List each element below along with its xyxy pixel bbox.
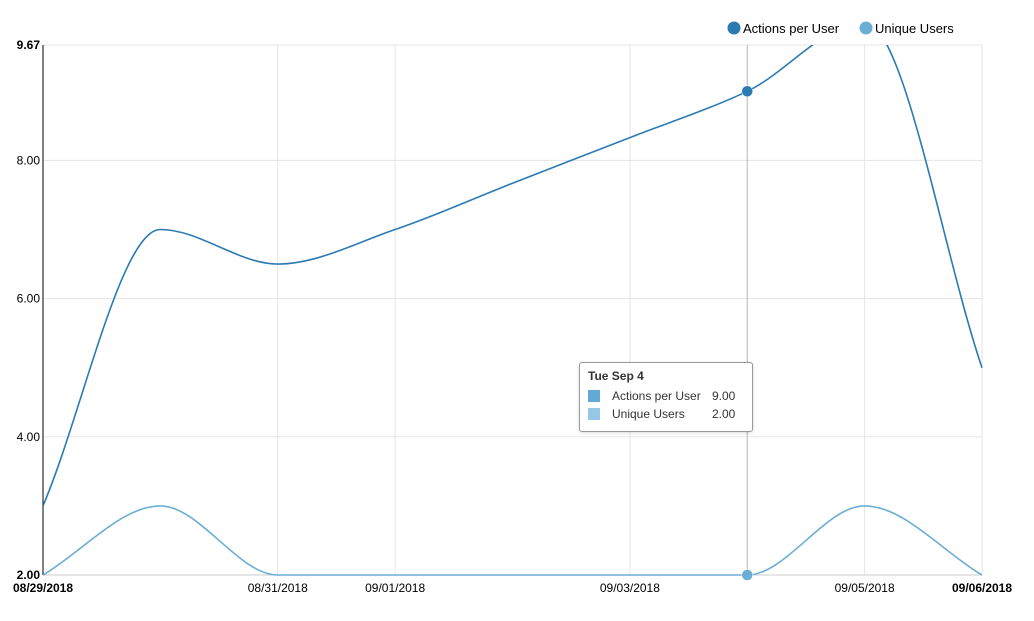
legend-label: Unique Users [875, 21, 954, 36]
axes: 2.00 4.00 6.00 8.00 9.67 08/29/2018 08/31/2018… [13, 38, 1012, 595]
tooltip-title: Tue Sep 4 [588, 369, 644, 383]
x-tick-label: 09/03/2018 [600, 581, 660, 595]
tooltip-series-name: Unique Users [612, 407, 685, 421]
series-line-unique-users [43, 505, 983, 576]
legend-label: Actions per User [743, 21, 840, 36]
series-lines [43, 45, 983, 576]
x-tick-label: 09/05/2018 [835, 581, 895, 595]
tooltip-series-value: 2.00 [712, 407, 736, 421]
y-tick-label: 2.00 [17, 568, 41, 582]
legend-item-unique-users[interactable]: Unique Users [859, 21, 955, 36]
legend-swatch [859, 21, 873, 35]
x-tick-label: 09/06/2018 [952, 581, 1012, 595]
tooltip-swatch-unique [588, 408, 600, 420]
y-tick-label: 4.00 [17, 430, 41, 444]
hover-point-unique-users [741, 569, 753, 581]
tooltip-swatch-actions [588, 390, 600, 402]
legend-item-actions-per-user[interactable]: Actions per User [727, 21, 840, 36]
series-line-actions-per-user [43, 45, 983, 507]
gridlines [42, 44, 983, 576]
tooltip: Tue Sep 4 Actions per User 9.00 Unique U… [579, 362, 753, 432]
tooltip-row-unique: Unique Users 2.00 [580, 405, 752, 423]
tooltip-row-actions: Actions per User 9.00 [580, 387, 752, 405]
hover-point-actions-per-user [741, 85, 753, 98]
x-tick-label: 08/29/2018 [13, 581, 73, 595]
y-tick-label: 9.67 [17, 38, 41, 52]
x-tick-label: 09/01/2018 [365, 581, 425, 595]
y-tick-label: 6.00 [17, 292, 41, 306]
legend-swatch [727, 21, 741, 35]
x-tick-label: 08/31/2018 [248, 581, 308, 595]
tooltip-series-name: Actions per User [612, 389, 701, 403]
tooltip-series-value: 9.00 [712, 389, 736, 403]
hover-markers [741, 85, 753, 581]
y-tick-label: 8.00 [17, 153, 41, 167]
legend[interactable]: Actions per User Unique Users [727, 21, 955, 36]
